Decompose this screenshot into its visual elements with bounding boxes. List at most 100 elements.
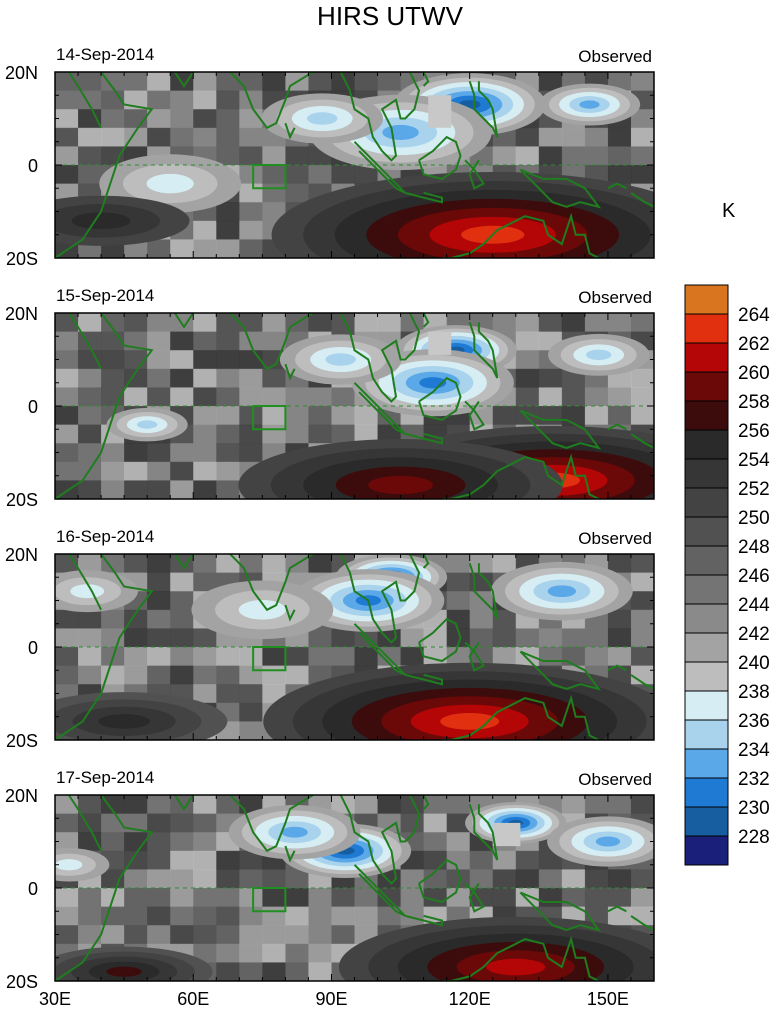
field-cell [147,90,171,110]
field-cell [216,684,240,704]
field-cell [354,72,379,92]
field-cell [124,925,148,945]
dry-contour [368,475,434,495]
field-cell [101,72,125,92]
field-cell [216,665,240,685]
missing-data-box [428,331,452,355]
field-cell [101,665,125,685]
field-cell [193,925,217,945]
field-cell [239,943,263,963]
field-cell [308,165,332,185]
field-cell [124,906,148,926]
field-cell [561,127,586,147]
colorbar-units-label: K [722,200,736,222]
field-cell [124,554,148,574]
field-cell [147,331,171,351]
field-cell [308,943,332,963]
colorbar-swatch [684,690,729,721]
field-cell [147,572,171,592]
field-cell [170,109,194,129]
field-cell [101,109,125,129]
coastline [468,321,499,379]
field-cell [147,850,171,870]
field-cell [354,313,379,333]
field-cell [147,387,171,407]
reference-box [252,887,287,913]
coastline [173,313,195,329]
field-cell [101,480,125,499]
field-cell [239,239,263,258]
field-cell [538,628,563,648]
field-cell [239,795,263,815]
field-cell [239,869,263,889]
field-cell [193,554,217,574]
field-cell [584,406,609,426]
field-cell [147,554,171,574]
colorbar-tick-label: 250 [738,508,770,529]
field-cell [308,313,332,333]
coastline [519,650,602,691]
field-cell [354,647,379,667]
colorbar-swatch [684,719,729,750]
field-cell [78,443,102,463]
field-cell [262,962,286,981]
field-cell [469,850,494,870]
x-tick-label: 150E [587,989,629,1009]
field-cell [239,146,263,166]
field-cell [78,925,102,945]
field-cell [561,628,586,648]
coastline [519,168,602,209]
field-cell [124,368,148,388]
coastline [418,617,462,663]
field-cell [193,109,217,129]
y-tick-label: 20N [5,545,38,565]
colorbar-swatch [684,603,729,634]
field-cell [101,609,125,629]
field-cell [515,127,540,147]
field-cell [584,795,609,815]
dry-contour [486,958,546,976]
field-cell [55,443,79,463]
field-cell [193,90,217,110]
field-cell [331,628,355,648]
field-cell [285,665,309,685]
field-cell [262,183,286,203]
field-cell [584,146,609,166]
coastline [607,905,627,913]
panel-1-field [55,72,654,258]
moist-contour [307,112,338,125]
field-cell [492,554,517,574]
field-cell [515,387,540,407]
field-cell [193,480,217,499]
field-cell [216,461,240,481]
coastline [339,795,421,885]
colorbar-swatch [684,806,729,837]
field-cell [308,647,332,667]
field-cell [78,387,102,407]
field-cell [308,72,332,92]
field-cell [584,869,609,889]
panel-4-date: 17-Sep-2014 [56,768,154,787]
colorbar-tick-label: 242 [738,624,770,645]
field-cell [193,572,217,592]
field-cell [630,368,654,388]
field-cell [216,90,240,110]
coastline [55,554,154,740]
field-cell [124,443,148,463]
coastline [284,363,296,381]
field-cell [630,628,654,648]
field-cell [193,239,217,258]
y-tick-label: 0 [28,156,38,176]
field-cell [170,350,194,370]
field-cell [607,869,632,889]
panel-2-date: 15-Sep-2014 [56,286,154,305]
field-cell [285,424,309,444]
field-cell [101,443,125,463]
field-cell [469,628,494,648]
field-cell [55,647,79,667]
field-cell [492,850,517,870]
field-cell [124,461,148,481]
field-cell [308,962,332,981]
field-cell [607,888,632,908]
field-cell [193,387,217,407]
